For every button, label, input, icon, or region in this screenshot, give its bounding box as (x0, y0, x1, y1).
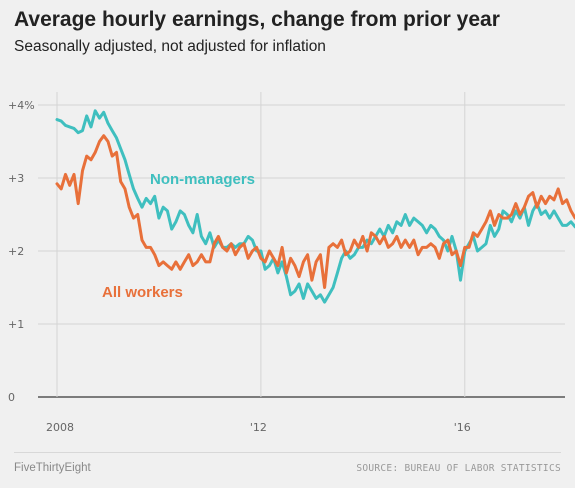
axis-labels: 0 +1 +2 +3 +4% 2008 '12 '16 (8, 99, 471, 434)
y-tick-label: +3 (8, 172, 24, 185)
y-tick-label: +4% (8, 99, 35, 112)
x-tick-label: '16 (454, 421, 471, 434)
y-tick-label: +2 (8, 245, 24, 258)
footer-source: SOURCE: BUREAU OF LABOR STATISTICS (356, 463, 561, 474)
footer-brand: FiveThirtyEight (14, 462, 91, 474)
series-layer (55, 109, 575, 304)
chart-subtitle: Seasonally adjusted, not adjusted for in… (14, 38, 326, 55)
footer-divider (14, 452, 561, 453)
y-tick-label: 0 (8, 391, 15, 404)
x-tick-label: 2008 (46, 421, 74, 434)
series-line-non-managers (55, 109, 575, 304)
x-tick-label: '12 (250, 421, 267, 434)
series-label-all-workers: All workers (102, 284, 183, 301)
chart-title: Average hourly earnings, change from pri… (14, 8, 500, 31)
series-line-all-workers (55, 134, 575, 289)
series-label-non-managers: Non-managers (150, 171, 255, 188)
y-tick-label: +1 (8, 318, 24, 331)
